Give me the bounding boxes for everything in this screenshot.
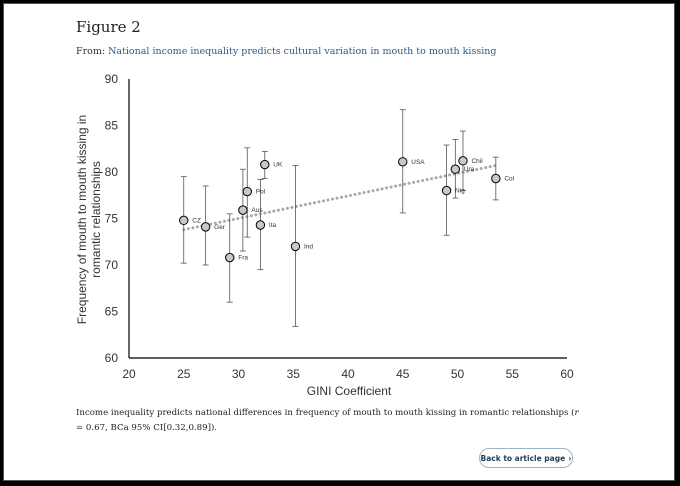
data-point-label: Ura <box>464 166 475 173</box>
data-point-label: UK <box>273 162 283 169</box>
from-label: From: <box>76 46 106 57</box>
x-tick-label: 35 <box>287 367 301 381</box>
data-point-label: Pol <box>256 189 266 196</box>
y-tick-label: 70 <box>105 258 119 272</box>
source-line: From: National income inequality predict… <box>76 46 496 57</box>
data-point-label: Chil <box>471 158 483 165</box>
data-point <box>458 156 468 166</box>
data-point <box>491 173 501 184</box>
y-tick-label: 60 <box>105 351 119 365</box>
caption-text-end: = 0.67, BCa 95% CI[0.32,0.89]). <box>76 423 218 433</box>
trendline <box>182 163 498 232</box>
data-point <box>260 159 270 170</box>
data-point <box>225 252 235 263</box>
data-point-label: Fra <box>238 255 248 262</box>
y-tick-label: 90 <box>105 72 119 86</box>
x-tick-label: 30 <box>232 367 246 381</box>
x-tick-label: 20 <box>122 367 136 381</box>
x-tick-label: 60 <box>560 367 574 381</box>
data-point <box>179 215 189 226</box>
data-point <box>441 185 452 196</box>
back-button-label: Back to article page <box>480 453 566 463</box>
data-point-label: CZ <box>192 217 201 224</box>
data-point <box>450 164 461 174</box>
data-point-label: Ita <box>269 222 277 229</box>
figure-panel: Figure 2 From: National income inequalit… <box>3 3 675 481</box>
y-axis-label-line-2: romantic relationships <box>89 161 103 278</box>
data-point <box>290 241 301 252</box>
data-point <box>200 222 211 232</box>
x-tick-label: 50 <box>451 367 465 381</box>
data-point <box>242 186 252 197</box>
data-point-label: Ger <box>214 224 226 231</box>
x-tick-label: 55 <box>506 367 520 381</box>
x-tick-label: 40 <box>341 367 355 381</box>
data-point-label: Ind <box>304 243 313 250</box>
chevron-right-icon: › <box>568 453 572 463</box>
data-point <box>255 220 266 230</box>
data-point-label: USA <box>411 159 425 166</box>
x-tick-label: 25 <box>177 367 191 381</box>
data-point-label: Col <box>504 176 514 183</box>
back-to-article-button[interactable]: Back to article page › <box>479 448 573 468</box>
figure-caption: Income inequality predicts national diff… <box>76 406 586 436</box>
data-point <box>398 157 408 167</box>
y-tick-label: 80 <box>105 165 119 179</box>
source-article-link[interactable]: National income inequality predicts cult… <box>108 46 497 57</box>
x-tick-label: 45 <box>396 367 410 381</box>
data-point-label: Nig <box>455 188 465 195</box>
x-axis-label: GINI Coefficient <box>307 384 392 398</box>
figure-title: Figure 2 <box>76 18 141 36</box>
y-tick-label: 85 <box>105 119 119 133</box>
data-point-label: Aus <box>251 207 263 214</box>
y-tick-label: 65 <box>105 305 119 319</box>
data-point <box>238 205 248 215</box>
caption-text-start: Income inequality predicts national diff… <box>76 408 575 418</box>
y-axis-label-line-1: Frequency of mouth to mouth kissing in <box>75 115 89 324</box>
y-tick-label: 75 <box>105 212 119 226</box>
caption-r-symbol: r <box>574 408 579 418</box>
